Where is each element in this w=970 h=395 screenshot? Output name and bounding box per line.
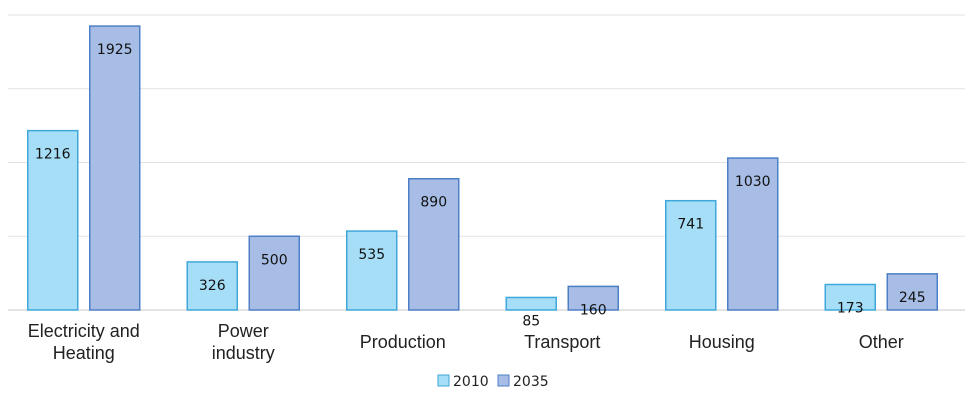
data-label-2035-2: 890 bbox=[420, 195, 447, 211]
legend-swatch-2010 bbox=[437, 374, 450, 387]
data-label-2010-5: 173 bbox=[837, 300, 864, 316]
data-label-2010-0: 1216 bbox=[35, 147, 71, 163]
data-label-2035-5: 245 bbox=[899, 290, 926, 306]
bar-2035-1 bbox=[248, 235, 300, 311]
gridlines bbox=[8, 14, 965, 311]
bar-2010-0 bbox=[27, 129, 79, 311]
data-label-2035-4: 1030 bbox=[735, 174, 771, 190]
category-label-5-0: Other bbox=[859, 332, 904, 352]
data-labels: 1216 1925 326 500 535 890 85 160 741 1030 173 245 bbox=[35, 42, 926, 329]
data-label-2010-2: 535 bbox=[358, 247, 385, 263]
data-label-2035-3: 160 bbox=[580, 302, 607, 318]
data-label-2010-1: 326 bbox=[199, 278, 226, 294]
legend-swatch-2035 bbox=[497, 374, 510, 387]
bar-2010-3 bbox=[505, 296, 557, 311]
data-label-2010-3: 85 bbox=[522, 313, 540, 329]
legend-label-2010: 2010 bbox=[453, 374, 489, 390]
bar-2010-5 bbox=[824, 283, 876, 311]
category-label-0-0: Electricity and bbox=[28, 321, 140, 341]
category-label-1-0: Power bbox=[218, 321, 269, 341]
data-label-2010-4: 741 bbox=[677, 217, 704, 233]
category-label-3-0: Transport bbox=[524, 332, 600, 352]
category-label-1-1: industry bbox=[212, 343, 275, 363]
legend-label-2035: 2035 bbox=[513, 374, 549, 390]
bar-2035-3 bbox=[567, 285, 619, 311]
bars bbox=[27, 25, 938, 311]
data-label-2035-0: 1925 bbox=[97, 42, 133, 58]
bar-2035-4 bbox=[727, 157, 779, 311]
bar-2010-1 bbox=[186, 261, 238, 311]
bar-2035-2 bbox=[408, 177, 460, 311]
data-label-2035-1: 500 bbox=[261, 252, 288, 268]
bar-2010-4 bbox=[665, 199, 717, 311]
bar-2010-2 bbox=[346, 230, 398, 311]
bar-2035-5 bbox=[886, 273, 938, 311]
bar-2035-0 bbox=[89, 25, 141, 311]
category-label-2-0: Production bbox=[360, 332, 446, 352]
legend: 2010 2035 bbox=[437, 374, 549, 390]
category-label-0-1: Heating bbox=[53, 343, 115, 363]
category-label-4-0: Housing bbox=[689, 332, 755, 352]
